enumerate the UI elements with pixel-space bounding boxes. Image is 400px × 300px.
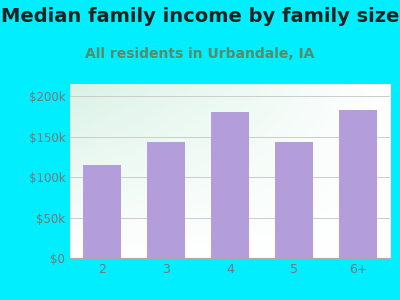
Text: All residents in Urbandale, IA: All residents in Urbandale, IA	[85, 46, 315, 61]
Bar	[211, 112, 249, 258]
Bar	[275, 142, 313, 258]
Bar	[147, 142, 185, 258]
Bar	[339, 110, 377, 258]
Text: Median family income by family size: Median family income by family size	[1, 8, 399, 26]
Bar	[83, 165, 121, 258]
